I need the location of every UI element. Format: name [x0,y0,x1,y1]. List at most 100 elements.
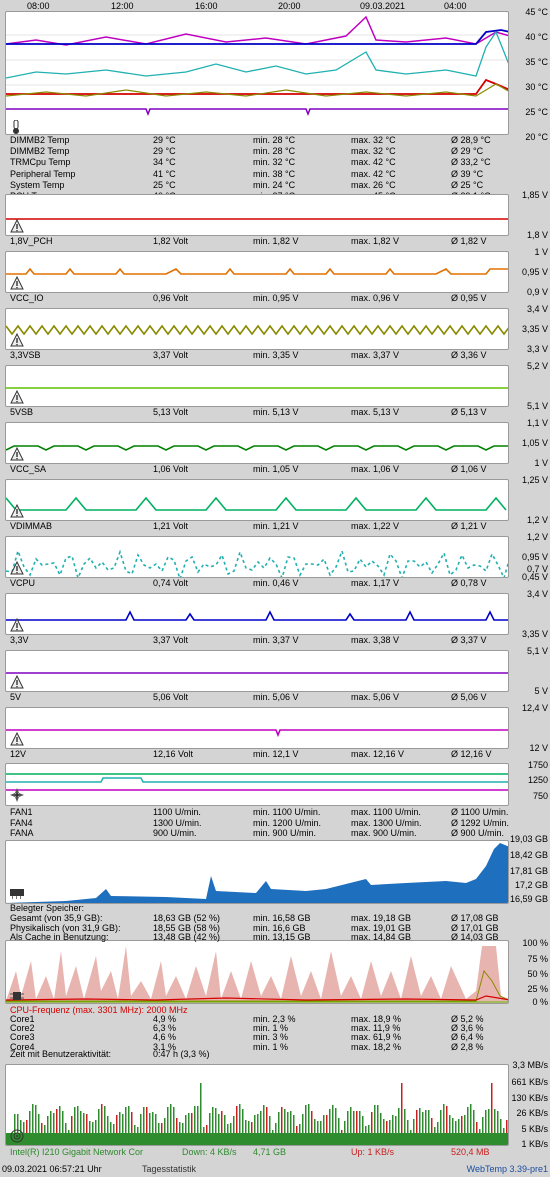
legend-max: max. 0,96 V [351,293,400,303]
net-traffic-bar [353,1111,355,1133]
fan-axis-top: 1750 [527,760,548,770]
legend-max: max. 11,9 % [351,1023,401,1034]
legend-avg: Ø 1,82 V [451,236,487,246]
net-traffic-bar [296,1126,298,1133]
net-traffic-bar [131,1112,133,1133]
net-traffic-bar [239,1104,241,1133]
net-traffic-bar [497,1111,499,1133]
legend-row: Core3 4,6 % min. 3 % max. 61,9 % Ø 6,4 % [10,1032,550,1043]
net-traffic-bar [326,1115,328,1133]
net-traffic-bar [50,1111,52,1133]
legend-max: max. 900 U/min. [351,828,417,838]
memory-area [6,843,508,903]
legend-val: 1,06 Volt [153,464,189,474]
net-traffic-bar [137,1127,139,1133]
legend-avg: Ø 17,08 GB [451,913,499,923]
net-traffic-bar [470,1104,472,1133]
legend-max: max. 1,17 V [351,578,400,588]
net-traffic-bar [347,1111,349,1133]
net-traffic-bar [143,1107,145,1133]
net-traffic-bar [467,1107,469,1133]
net-traffic-bar [263,1105,265,1133]
legend-max: max. 5,06 V [351,692,400,702]
net-traffic-bar [386,1121,388,1133]
legend-avg: Ø 0,95 V [451,293,487,303]
system-temp-line [6,108,508,117]
net-traffic-bar [230,1123,232,1133]
voltage-chart-5v [5,650,509,692]
net-traffic-bar [479,1129,481,1133]
memory-chart [5,840,509,904]
voltage-axis-tick: 1 V [534,247,548,257]
legend-avg: Ø 5,13 V [451,407,487,417]
net-traffic-bar [428,1110,430,1133]
voltage-axis-tick: 1,2 V [526,532,548,542]
net-traffic-bar [362,1116,364,1133]
net-traffic-bar [227,1124,229,1133]
legend-max: max. 32 °C [351,146,396,157]
legend-name: Gesamt (von 35,9 GB): [10,913,103,923]
voltage-axis-tick: 5 V [534,686,548,696]
fan-chart [5,763,509,806]
voltage-axis-tick: 1,85 V [521,190,548,200]
legend-min: min. 3,37 V [253,635,299,645]
legend-max: max. 5,13 V [351,407,400,417]
net-traffic-bar [458,1119,460,1133]
legend-val: 18,63 GB (52 %) [153,913,221,923]
voltage-chart-1-8v-pch [5,194,509,236]
time-tick: 04:00 [444,1,467,11]
voltage-chart-vcc-io [5,251,509,293]
net-traffic-bar [290,1111,292,1133]
net-traffic-bar [407,1120,409,1133]
cpu-icon [10,989,24,1003]
legend-row: VCPU 0,74 Volt min. 0,46 V max. 1,17 V Ø 0,7… [10,578,550,589]
net-traffic-bar [20,1120,22,1133]
net-traffic-bar [293,1115,295,1133]
legend-name: DIMMB2 Temp [10,146,70,157]
cpu-frequency: CPU-Frequenz (max. 3301 MHz): 2000 MHz [10,1005,550,1016]
net-traffic-bar [56,1109,58,1133]
net-traffic-bar [32,1104,34,1133]
legend-max: max. 18,2 % [351,1041,402,1052]
legend-min: min. 1 % [253,1041,289,1052]
voltage-line [6,218,508,220]
net-traffic-bar [278,1112,280,1133]
time-tick: 16:00 [195,1,218,11]
memory-icon [10,887,24,901]
net-traffic-bar [35,1105,37,1133]
legend-name: DIMMB2 Temp [10,135,70,145]
voltage-axis-tick: 12,4 V [521,703,548,713]
legend-max: max. 19,18 GB [351,913,412,923]
legend-min: min. 3,35 V [253,350,299,360]
voltage-line [6,672,508,674]
legend-row: VCC_SA 1,06 Volt min. 1,05 V max. 1,06 V Ø 1… [10,464,550,475]
net-traffic-bar [344,1121,346,1133]
legend-max: max. 18,9 % [351,1014,402,1024]
legend-row: Core2 6,3 % min. 1 % max. 11,9 % Ø 3,6 % [10,1023,550,1034]
net-traffic-bar [245,1120,247,1133]
legend-row: Core4 3,1 % min. 1 % max. 18,2 % Ø 2,8 % [10,1042,550,1053]
core1-line [6,995,508,1001]
net-traffic-bar [416,1110,418,1133]
time-axis: 08:00 12:00 16:00 20:00 09.03.2021 04:00 [0,1,510,12]
net-traffic-bar [197,1106,199,1133]
net-traffic-bar [335,1108,337,1133]
app-version-link[interactable]: WebTemp 3.39-pre1 [466,1164,548,1174]
legend-name: 1,8V_PCH [10,236,53,246]
net-traffic-bar [494,1109,496,1133]
net-traffic-bar [266,1107,268,1133]
net-traffic-bar [404,1109,406,1133]
legend-val: 1,21 Volt [153,521,189,531]
net-traffic-bar [323,1115,325,1133]
voltage-line [6,267,508,275]
legend-val: 0,96 Volt [153,293,189,303]
legend-min: min. 28 °C [253,135,296,145]
legend-row: DIMMB2 Temp 29 °C min. 28 °C max. 32 °C Ø 28… [10,135,550,146]
dimm2-temp-line [6,83,508,97]
mem-axis-1: 18,42 GB [510,850,549,860]
legend-min: min. 3 % [253,1032,289,1043]
daily-stats-link[interactable]: Tagesstatistik [142,1164,197,1174]
net-traffic-bar [251,1122,253,1133]
net-traffic-bar [242,1109,244,1133]
